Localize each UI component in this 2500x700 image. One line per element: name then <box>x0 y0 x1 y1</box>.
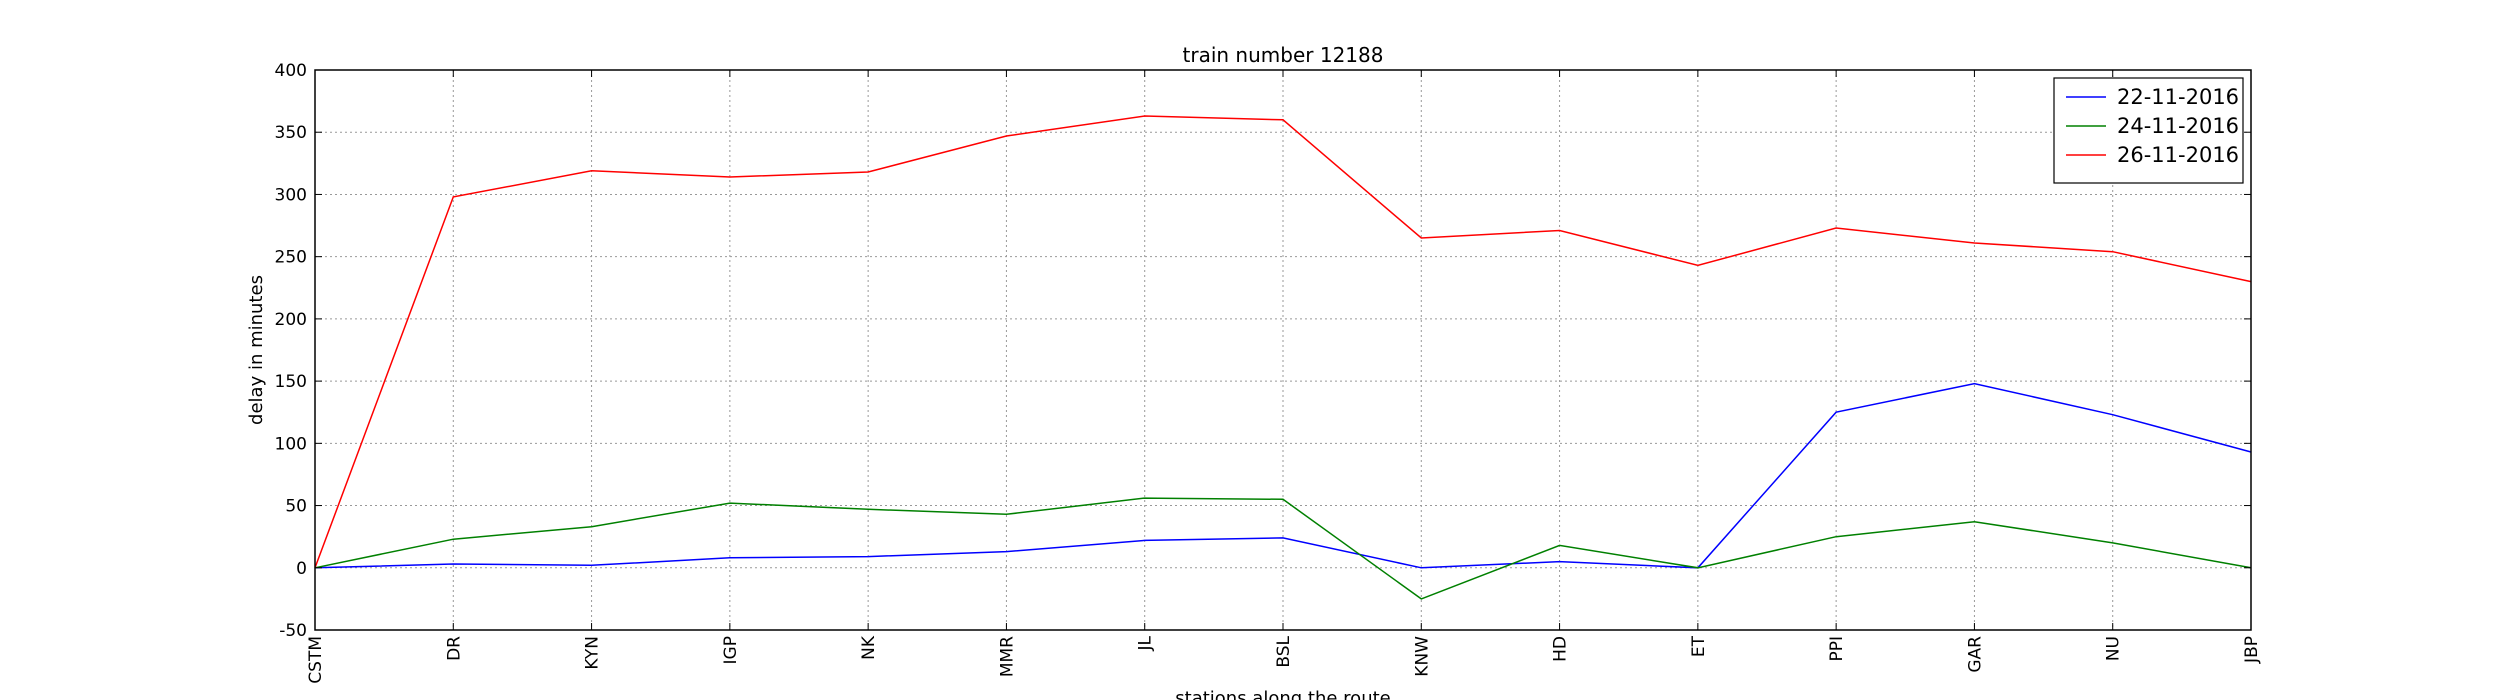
x-tick-label: CSTM <box>306 636 326 684</box>
x-tick-label: NU <box>2104 636 2124 661</box>
series-line-24-11-2016 <box>314 497 2252 600</box>
x-tick-label: ET <box>1689 635 1709 657</box>
y-tick-labels: -50 0 50 100 150 200 250 300 350 400 <box>275 61 2251 641</box>
legend-label: 22-11-2016 <box>2117 85 2239 109</box>
x-tick-label: GAR <box>1965 636 1985 673</box>
y-tick-label: 0 <box>296 559 307 579</box>
y-tick-label: 300 <box>275 185 307 205</box>
series-line-22-11-2016 <box>314 382 2252 569</box>
x-tick-label: IGP <box>721 636 741 664</box>
x-tick-label: DR <box>444 636 464 661</box>
y-tick-label: 50 <box>285 497 307 517</box>
y-tick-label: 250 <box>275 248 307 268</box>
y-tick-label: 400 <box>275 61 307 81</box>
x-tick-label: PPI <box>1827 636 1847 662</box>
y-tick-label: 100 <box>275 434 307 454</box>
legend-label: 24-11-2016 <box>2117 114 2239 138</box>
y-axis-title: delay in minutes <box>246 275 267 425</box>
y-tick-label: 150 <box>275 372 307 392</box>
x-tick-label: KYN <box>583 636 603 670</box>
grid-lines <box>315 70 2251 630</box>
x-tick-label: MMR <box>997 636 1017 677</box>
legend-label: 26-11-2016 <box>2117 143 2239 167</box>
legend-box <box>2053 77 2244 184</box>
x-axis-title: stations along the route <box>1175 688 1390 700</box>
x-tick-label: BSL <box>1274 635 1294 667</box>
x-tick-label: JBP <box>2242 636 2262 664</box>
y-tick-label: 200 <box>275 310 307 330</box>
y-tick-label: -50 <box>279 621 307 641</box>
x-tick-label: KNW <box>1412 636 1432 677</box>
legend: 22-11-2016 24-11-2016 26-11-2016 <box>2053 77 2244 184</box>
chart-title: train number 12188 <box>1183 43 1384 67</box>
x-tick-labels: CSTM DR KYN IGP NK MMR JL BSL KNW HD ET PPI GAR NU JBP <box>306 70 2262 684</box>
x-tick-label: HD <box>1551 636 1571 662</box>
series-lines <box>314 115 2252 600</box>
x-tick-label: JL <box>1136 635 1156 651</box>
y-tick-label: 350 <box>275 123 307 143</box>
x-tick-label: NK <box>859 635 879 660</box>
series-line-26-11-2016 <box>314 115 2252 569</box>
